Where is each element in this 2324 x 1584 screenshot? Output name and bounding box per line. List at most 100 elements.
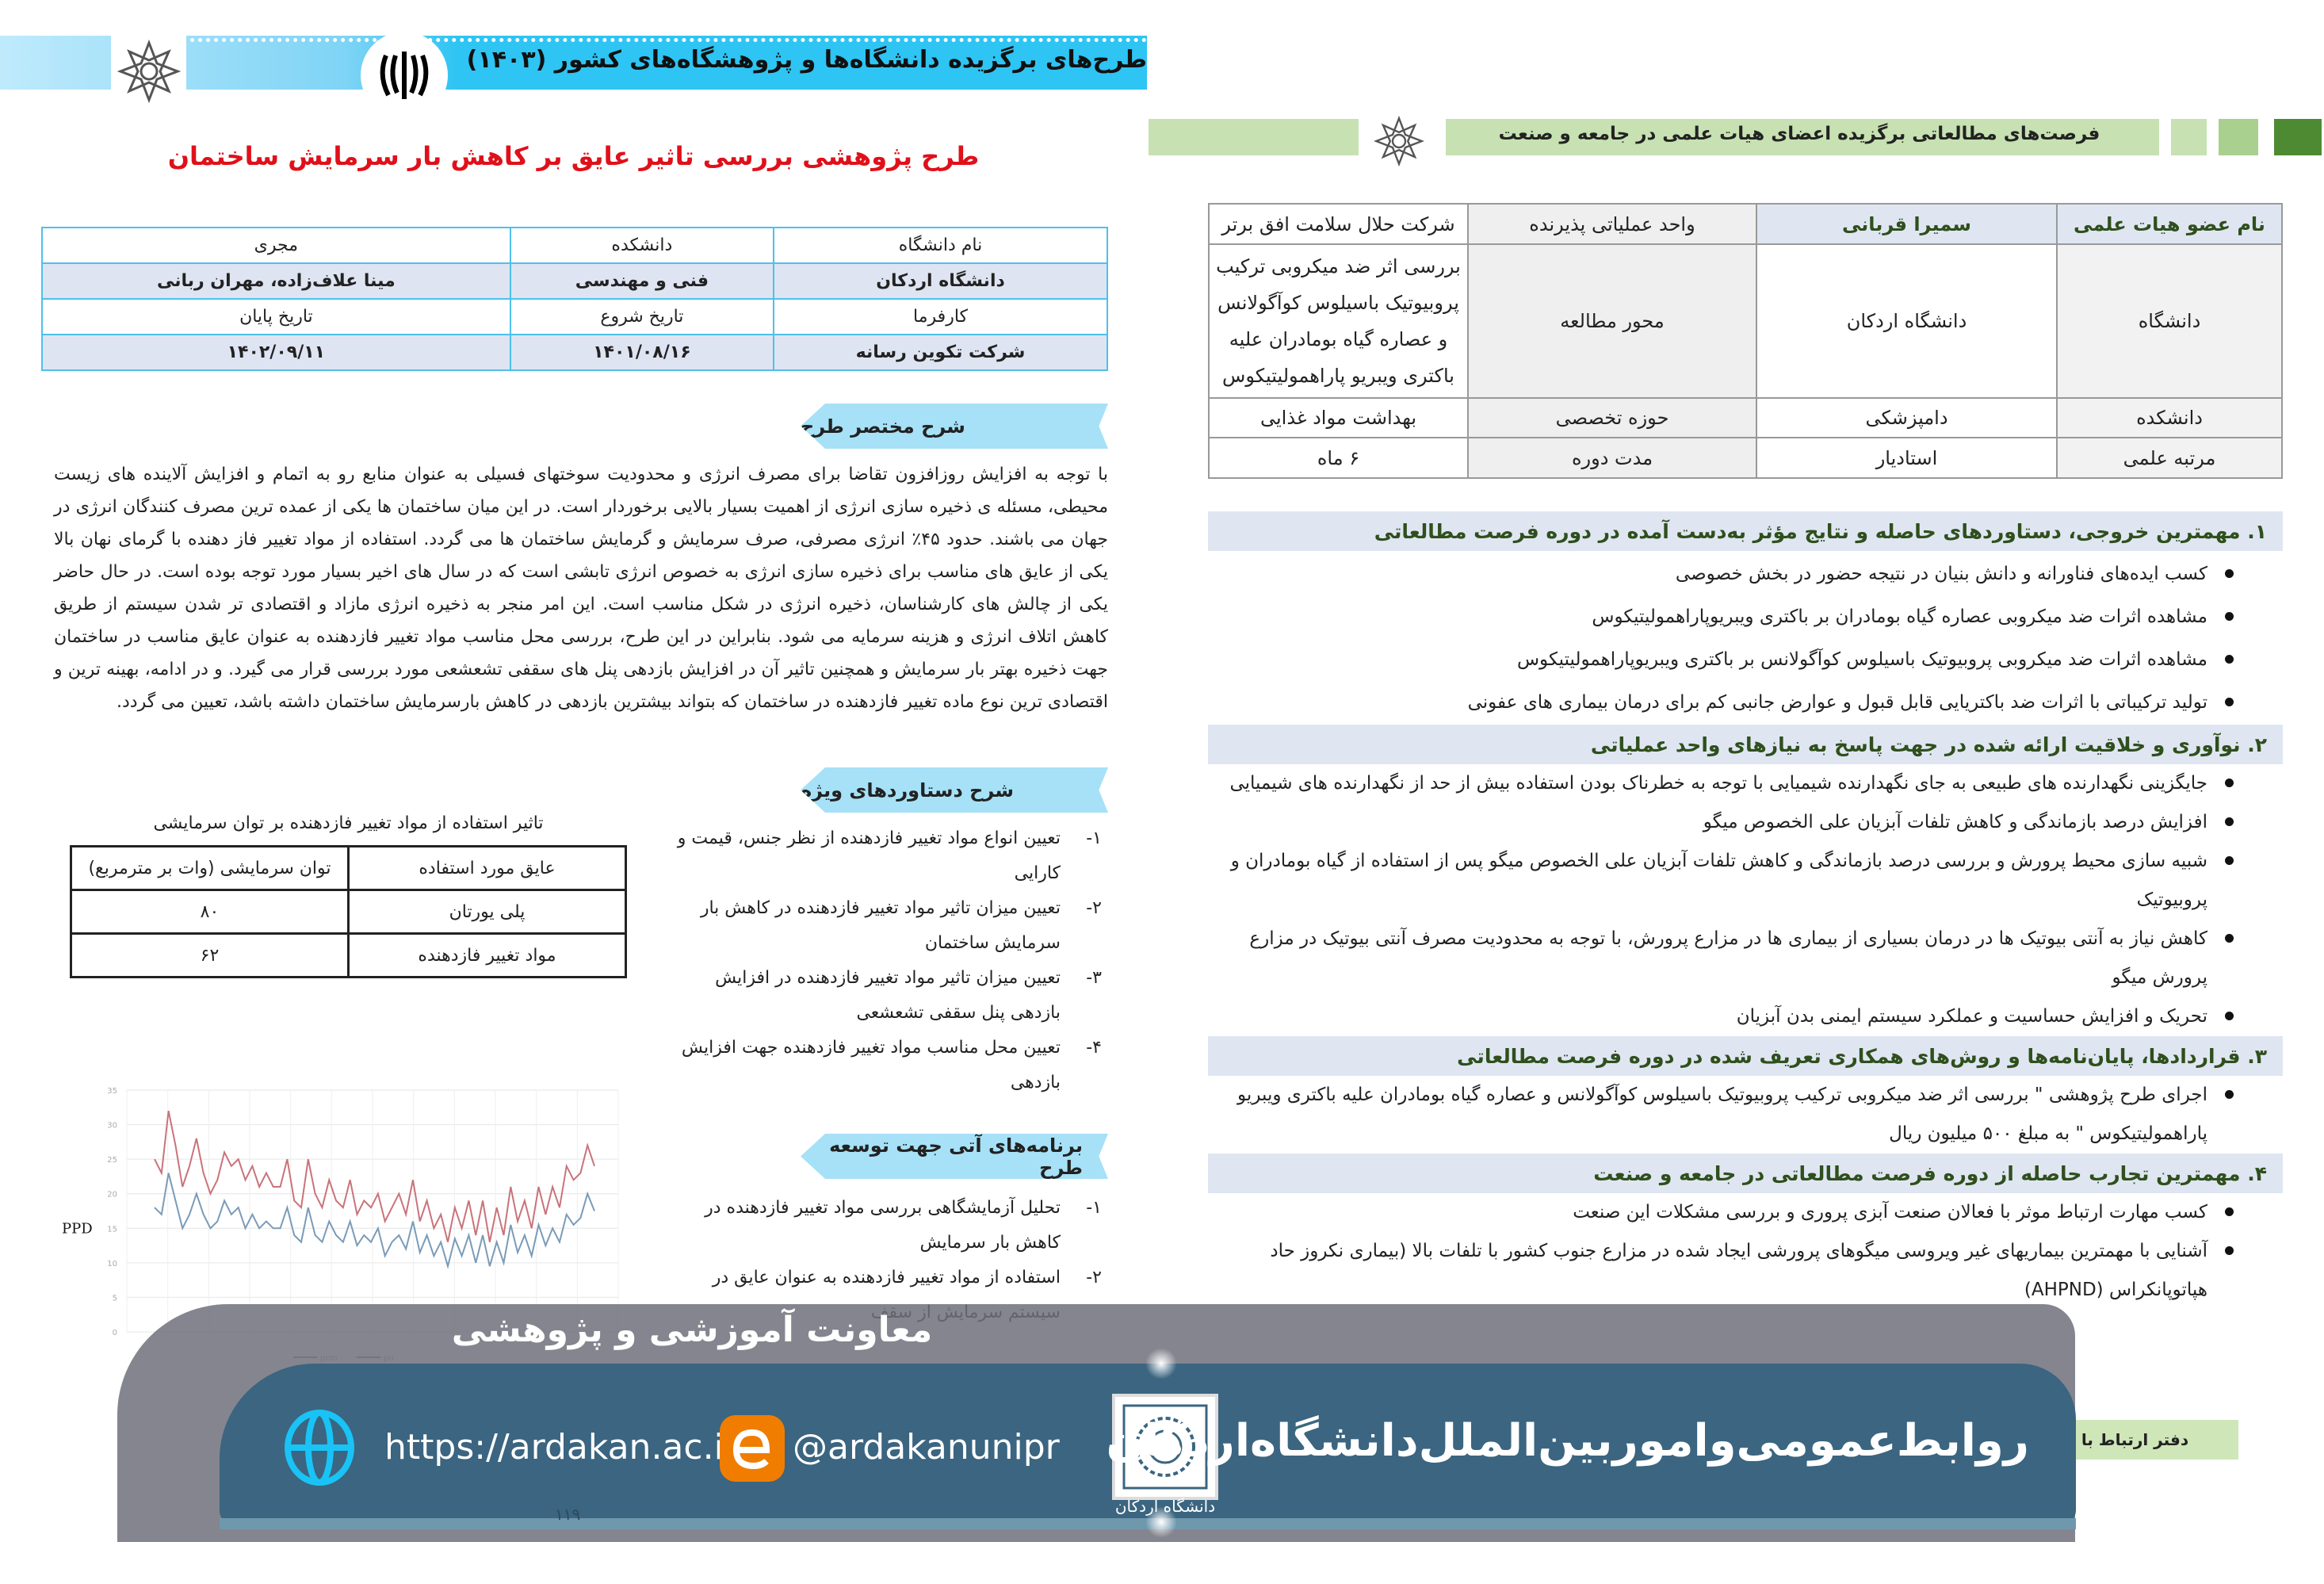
table-cell: تاریخ شروع xyxy=(509,298,775,335)
bullet-icon xyxy=(2225,655,2234,664)
table-cell: حوزه تخصصی xyxy=(1467,397,1757,438)
faculty-info-table: نام عضو هیات علمی سمیرا قربانی واحد عملی… xyxy=(1208,203,2283,479)
table-cell: دانشکده xyxy=(2056,397,2283,438)
section-heading: ۳. قراردادها، پایان‌نامه‌ها و روش‌های هم… xyxy=(1208,1036,2283,1076)
bullet-icon xyxy=(2225,1012,2234,1020)
table-cell: دانشگاه اردکان xyxy=(773,262,1108,300)
table-row: نام دانشگاه دانشکده مجری xyxy=(41,227,1108,264)
bullet-item: مشاهده اثرات ضد میکروبی عصاره گیاه بوماد… xyxy=(1208,598,2283,637)
list-item: ۱- تعیین انواع مواد تغییر فازدهنده از نظر… xyxy=(674,821,1102,891)
project-title: طرح پژوهشی بررسی تاثیر عایق بر کاهش بار … xyxy=(167,141,980,171)
future-plans-heading: برنامه‌های آتی جهت توسعه طرح xyxy=(801,1134,1108,1179)
university-logo-text: دانشگاه اردکان xyxy=(1114,1497,1216,1516)
list-item: ۲- تعیین میزان تاثیر مواد تغییر فازدهنده … xyxy=(674,891,1102,961)
table-cell: نام عضو هیات علمی xyxy=(2056,203,2283,245)
bullet-text: مشاهده اثرات ضد میکروبی پروبیوتیک باسیلو… xyxy=(1516,649,2207,670)
table-row: عایق مورد استفاده توان سرمایشی (وات بر مت… xyxy=(70,845,627,891)
y-axis-label: PPD xyxy=(62,1220,93,1237)
bullet-icon xyxy=(2225,1246,2234,1255)
section: ۲. نوآوری و خلاقیت ارائه شده در جهت پاسخ… xyxy=(1208,725,2283,1036)
bullet-icon xyxy=(2225,779,2234,787)
item-text: تعیین میزان تاثیر مواد تغییر فازدهنده در… xyxy=(715,968,1061,1023)
table-cell: سمیرا قربانی xyxy=(1756,203,2058,245)
item-text: تعیین انواع مواد تغییر فازدهنده از نظر ج… xyxy=(677,828,1061,883)
ministry-star-logo xyxy=(111,32,186,111)
bullet-icon xyxy=(2225,1090,2234,1099)
bullet-item: مشاهده اثرات ضد میکروبی پروبیوتیک باسیلو… xyxy=(1208,641,2283,679)
bullet-text: شبیه سازی محیط پرورش و بررسی درصد بازمان… xyxy=(1230,851,2207,910)
table-row: دانشکده دامپزشکی حوزه تخصصی بهداشت مواد … xyxy=(1208,397,2283,438)
item-number: ۳- xyxy=(1086,968,1102,988)
social-app-icon xyxy=(720,1415,785,1482)
y-tick-label: 35 xyxy=(107,1087,117,1096)
right-header-band xyxy=(1149,119,2322,155)
ministry-star-logo xyxy=(1367,103,1431,178)
bullet-item: تحریک و افزایش حساسیت و عملکرد سیستم ایم… xyxy=(1208,997,2283,1036)
bullet-icon xyxy=(2225,612,2234,621)
left-header-title: طرح‌های برگزیده دانشگاه‌ها و پژوهشگاه‌ها… xyxy=(466,46,1147,74)
section-heading: ۲. نوآوری و خلاقیت ارائه شده در جهت پاسخ… xyxy=(1208,725,2283,764)
table-row: مرتبه علمی استادیار مدت دوره ۶ ماه xyxy=(1208,437,2283,479)
item-number: ۲- xyxy=(1086,898,1102,918)
table-cell: شرکت تکوین رسانه xyxy=(773,334,1108,371)
list-item: ۴- تعیین محل مناسب مواد تغییر فازدهنده جه… xyxy=(674,1031,1102,1100)
item-number: ۱- xyxy=(1086,828,1102,848)
y-tick-label: 10 xyxy=(107,1260,117,1268)
table-cell: شرکت حلال سلامت افق برتر xyxy=(1208,203,1469,245)
table-cell: پلی یورتان xyxy=(347,889,627,935)
bullet-text: تحریک و افزایش حساسیت و عملکرد سیستم ایم… xyxy=(1736,1006,2207,1027)
section: ۱. مهمترین خروجی، دستاوردهای حاصله و نتا… xyxy=(1208,511,2283,722)
summary-heading: شرح مختصر طرح xyxy=(801,404,1108,449)
ppd-line-chart: 05101520253035PPDpcmpu xyxy=(62,1087,619,1363)
table-cell: تاریخ پایان xyxy=(41,298,511,335)
table-row: کارفرما تاریخ شروع تاریخ پایان xyxy=(41,298,1108,335)
header-bar-segment xyxy=(1446,119,2159,155)
table-cell: توان سرمایشی (وات بر مترمربع) xyxy=(70,845,350,891)
table-cell: مرتبه علمی xyxy=(2056,437,2283,479)
table-row: پلی یورتان ۸۰ xyxy=(70,889,627,935)
bullet-icon xyxy=(2225,817,2234,826)
table-row: شرکت تکوین رسانه ۱۴۰۱/۰۸/۱۶ ۱۴۰۲/۰۹/۱۱ xyxy=(41,334,1108,371)
header-bar-segment xyxy=(1149,119,1359,155)
bullet-item: شبیه سازی محیط پرورش و بررسی درصد بازمان… xyxy=(1208,842,2283,920)
achievements-heading-text: شرح دستاوردهای ویژه xyxy=(801,779,1014,802)
social-handle[interactable]: @ardakanunipr xyxy=(793,1427,1060,1467)
bullet-item: کسب مهارت ارتباط موثر با فعالان صنعت آبز… xyxy=(1208,1193,2283,1232)
bullet-item: جایگزینی نگهدارنده های طبیعی به جای نگهد… xyxy=(1208,764,2283,803)
bullet-text: تولید ترکیباتی با اثرات ضد باکتریایی قاب… xyxy=(1467,692,2207,713)
table-cell: دانشگاه xyxy=(2056,243,2283,399)
item-number: ۱- xyxy=(1086,1198,1102,1218)
table-row: دانشگاه اردکان فنی و مهندسی مینا علاف‌زاده… xyxy=(41,262,1108,300)
y-tick-label: 20 xyxy=(107,1191,117,1199)
left-header-band xyxy=(0,36,1147,90)
achievements-heading: شرح دستاوردهای ویژه xyxy=(801,767,1108,813)
bullet-item: کاهش نیاز به آنتی بیوتیک ها در درمان بسی… xyxy=(1208,920,2283,997)
table-cell: دانشکده xyxy=(509,227,775,264)
bullet-text: افزایش درصد بازماندگی و کاهش تلفات آبزیا… xyxy=(1703,812,2207,832)
project-info-table: نام دانشگاه دانشکده مجری دانشگاه اردکان فنی… xyxy=(41,227,1108,371)
website-link[interactable]: https://ardakan.ac.ir xyxy=(384,1427,738,1467)
section-heading: ۱. مهمترین خروجی، دستاوردهای حاصله و نتا… xyxy=(1208,511,2283,551)
bullet-icon xyxy=(2225,698,2234,706)
table-cell: فنی و مهندسی xyxy=(509,262,775,300)
list-item: ۱- تحلیل آزمایشگاهی بررسی مواد تغییر فازد… xyxy=(674,1191,1102,1261)
header-bar-segment xyxy=(2171,119,2207,155)
y-tick-label: 5 xyxy=(113,1294,117,1303)
item-text: تعیین میزان تاثیر مواد تغییر فازدهنده در… xyxy=(700,898,1061,953)
header-bar-segment xyxy=(2274,119,2322,155)
bullet-icon xyxy=(2225,1207,2234,1216)
university-logo xyxy=(1110,1391,1221,1518)
series-line-pu xyxy=(154,1110,595,1242)
section: ۴. مهمترین تجارب حاصله از دوره فرصت مطال… xyxy=(1208,1154,2283,1310)
bullet-item: افزایش درصد بازماندگی و کاهش تلفات آبزیا… xyxy=(1208,803,2283,842)
bullet-text: مشاهده اثرات ضد میکروبی عصاره گیاه بوماد… xyxy=(1592,606,2207,627)
y-tick-label: 15 xyxy=(107,1225,117,1234)
table-cell: بهداشت مواد غذایی xyxy=(1208,397,1469,438)
sparkle-decoration xyxy=(1145,1506,1177,1538)
table-cell: واحد عملیاتی پذیرنده xyxy=(1467,203,1757,245)
footer-title: معاونت آموزشی و پژوهشی xyxy=(451,1310,933,1350)
table-cell: مواد تغییر فازدهنده xyxy=(347,932,627,978)
iran-emblem-logo xyxy=(361,32,448,119)
header-dotted-line xyxy=(127,38,1147,47)
table-cell: مجری xyxy=(41,227,511,264)
